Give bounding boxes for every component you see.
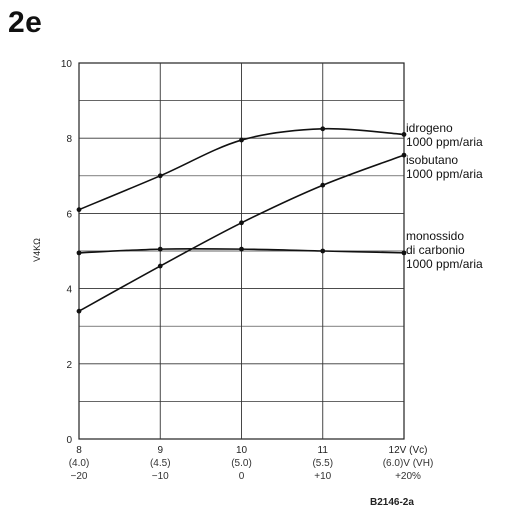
figure-label: 2e bbox=[8, 6, 43, 39]
data-point bbox=[76, 207, 82, 213]
y-tick-label: 4 bbox=[66, 285, 72, 296]
x-tick-label: 8 bbox=[76, 445, 82, 456]
x-tick-label: 11 bbox=[318, 445, 329, 456]
series-label: idrogeno bbox=[406, 121, 453, 135]
data-point bbox=[239, 246, 244, 252]
y-tick-label: 10 bbox=[61, 59, 73, 70]
data-point bbox=[76, 250, 82, 256]
y-tick-label: 8 bbox=[66, 134, 72, 145]
x-tick-label: 12V (Vc) bbox=[389, 445, 428, 456]
x-tick-label: 0 bbox=[239, 471, 245, 482]
data-point bbox=[239, 220, 244, 226]
series-label: 1000 ppm/aria bbox=[406, 135, 483, 149]
x-tick-label: −10 bbox=[152, 471, 169, 482]
x-tick-label: 9 bbox=[157, 445, 163, 456]
y-tick-label: 2 bbox=[66, 360, 72, 371]
data-point bbox=[239, 137, 244, 143]
x-tick-label: (6.0)V (VH) bbox=[383, 458, 434, 469]
x-tick-label: +20% bbox=[395, 471, 421, 482]
series-label: monossido bbox=[406, 229, 464, 243]
data-point bbox=[401, 132, 407, 137]
data-point bbox=[401, 152, 407, 158]
y-tick-label: 0 bbox=[66, 435, 72, 446]
data-point bbox=[320, 182, 326, 188]
data-point bbox=[157, 263, 163, 269]
x-tick-label: (5.0) bbox=[231, 458, 252, 469]
x-tick-label: 10 bbox=[236, 445, 248, 456]
x-tick-label: (4.5) bbox=[150, 458, 171, 469]
data-point bbox=[320, 248, 326, 254]
data-point bbox=[320, 126, 326, 132]
x-tick-label: (4.0) bbox=[69, 458, 90, 469]
series-label: isobutano bbox=[406, 153, 458, 167]
figure-code: B2146-2a bbox=[370, 497, 414, 508]
data-point bbox=[401, 250, 407, 256]
x-tick-label: −20 bbox=[71, 471, 88, 482]
x-tick-label: +10 bbox=[314, 471, 331, 482]
x-tick-label: (5.5) bbox=[312, 458, 333, 469]
y-tick-label: 6 bbox=[66, 209, 72, 220]
series-label: 1000 ppm/aria bbox=[406, 257, 483, 271]
data-point bbox=[157, 246, 163, 252]
series-label: di carbonio bbox=[406, 243, 465, 257]
data-point bbox=[76, 308, 82, 314]
y-axis-label: V4KΩ bbox=[32, 238, 42, 262]
data-point bbox=[157, 173, 163, 179]
series-label: 1000 ppm/aria bbox=[406, 167, 483, 181]
